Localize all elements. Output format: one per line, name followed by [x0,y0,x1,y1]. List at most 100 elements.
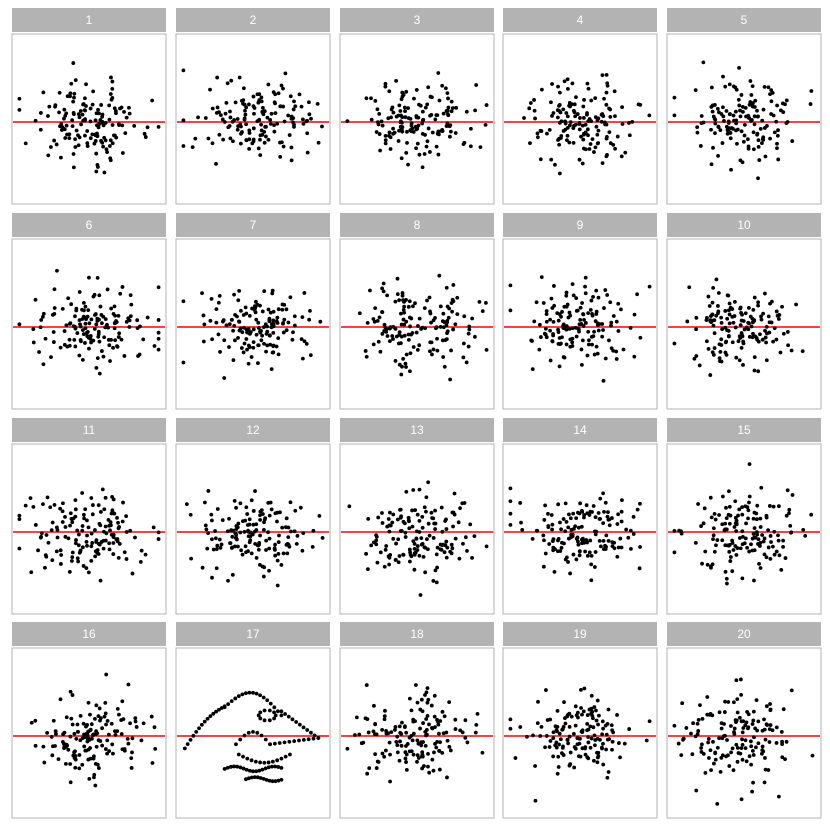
scatter-point [297,738,301,743]
scatter-point [267,568,271,573]
scatter-point [49,528,54,532]
scatter-point [581,116,586,120]
scatter-point [768,92,772,97]
scatter-point [81,564,86,568]
scatter-point [604,72,609,77]
scatter-point [768,534,773,538]
panel-17: 17 [175,622,331,819]
scatter-point [264,134,268,139]
scatter-point [46,540,51,545]
scatter-point [424,509,428,514]
scatter-point [424,537,429,542]
scatter-point [275,758,280,763]
scatter-point [415,544,420,548]
scatter-point [232,498,237,503]
scatter-point [243,108,247,113]
scatter-point [435,348,440,353]
scatter-point [769,88,774,93]
scatter-point [759,314,763,319]
scatter-point [57,110,61,115]
scatter-point [67,570,72,574]
scatter-point [451,283,456,287]
scatter-point [210,537,214,542]
scatter-point [108,528,112,533]
scatter-point [551,319,556,324]
scatter-point [451,106,455,110]
scatter-point [256,146,261,151]
scatter-point [801,527,806,532]
scatter-point [68,94,72,99]
scatter-point [237,319,241,324]
scatter-point [105,150,109,154]
scatter-point [210,518,214,523]
scatter-point [403,361,408,366]
scatter-point [748,79,753,83]
scatter-point [415,348,420,352]
scatter-point [745,137,750,142]
scatter-point [318,319,323,324]
scatter-point [425,700,430,705]
scatter-point [720,753,725,758]
scatter-point [746,320,751,325]
scatter-point [289,529,293,534]
scatter-point [257,768,262,773]
scatter-point [728,559,733,563]
scatter-point [426,697,431,702]
scatter-point [761,311,766,316]
scatter-point [397,298,402,303]
scatter-point [725,581,729,586]
scatter-point [235,764,240,769]
scatter-point [128,293,133,298]
scatter-point [365,717,370,722]
scatter-point [546,525,551,530]
scatter-point [754,745,758,750]
scatter-point [59,553,64,557]
scatter-point [127,318,132,323]
scatter-point [727,521,732,526]
scatter-point [53,104,57,109]
scatter-point [408,351,413,356]
scatter-point [74,736,79,741]
scatter-point [251,104,256,109]
scatter-point [244,311,249,316]
scatter-point [117,712,121,717]
scatter-point [586,119,591,124]
scatter-point [709,768,713,773]
scatter-point [278,140,282,145]
scatter-point [533,798,538,803]
scatter-point [267,718,272,723]
scatter-point [549,100,553,105]
scatter-point [425,102,430,107]
scatter-point [251,126,256,131]
scatter-point [83,341,87,345]
scatter-point [280,307,285,312]
scatter-point [279,756,284,761]
scatter-point [50,558,55,563]
scatter-point [734,87,739,92]
scatter-point [214,566,219,571]
scatter-point [275,583,280,588]
scatter-point [740,757,745,762]
scatter-point [707,713,712,717]
scatter-point [68,321,73,326]
scatter-point [564,324,569,329]
scatter-point [756,741,761,746]
scatter-point [636,102,641,107]
scatter-point [124,514,129,519]
scatter-point [706,294,711,299]
scatter-point [406,106,411,110]
scatter-point [726,293,731,298]
scatter-point [282,317,287,322]
scatter-point [704,318,709,323]
scatter-point [539,724,544,729]
scatter-point [760,141,764,146]
scatter-point [579,134,583,139]
scatter-point [766,528,771,533]
scatter-point [561,325,566,330]
scatter-point [59,122,64,126]
scatter-point [810,753,815,758]
scatter-point [135,318,140,323]
scatter-point [733,544,738,548]
scatter-point [404,744,408,748]
scatter-point [66,536,71,541]
